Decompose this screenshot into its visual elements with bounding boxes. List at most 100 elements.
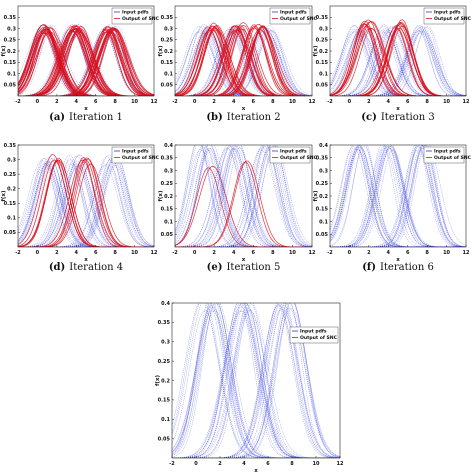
curve [330, 145, 466, 247]
curve [330, 149, 466, 247]
legend-entry: Output of SNC [280, 155, 318, 161]
curve [330, 145, 466, 247]
y-tick-label: 0.35 [316, 156, 329, 162]
curve [18, 28, 154, 96]
curve [172, 307, 340, 458]
curve [175, 146, 312, 247]
snc-output-series [18, 24, 154, 96]
caption-label: (e) [207, 262, 223, 273]
chart-panel-2: -2 0 2 4 6 8 10 12 0.05 0.1 0.15 0.2 0.25 0.3 0.35 x f(x… [158, 5, 318, 123]
x-tick-label: 10 [313, 461, 320, 467]
x-tick-label: 4 [232, 250, 236, 256]
x-axis-label: x [396, 257, 400, 263]
x-tick-label: -2 [327, 250, 333, 256]
curve [172, 303, 340, 458]
x-tick-label: 6 [252, 250, 256, 256]
y-axis-label: f(x) [313, 190, 319, 201]
plot-area [18, 154, 154, 247]
curve [172, 304, 340, 458]
curve [172, 303, 340, 458]
curve [18, 160, 154, 247]
curve [330, 145, 466, 247]
caption-text: Iteration 5 [226, 262, 280, 273]
curve [18, 154, 154, 247]
curve [330, 148, 466, 247]
curve [18, 159, 154, 247]
curve [175, 26, 312, 96]
curve [18, 27, 154, 96]
curve [175, 145, 312, 247]
y-tick-label: 0.15 [161, 60, 174, 66]
curve [175, 148, 312, 247]
curve [330, 32, 466, 96]
caption-text: Iteration 3 [381, 112, 435, 123]
y-axis-label: f(x) [155, 375, 161, 386]
curve [175, 145, 312, 247]
chart-panel-1: -2 0 2 4 6 8 10 12 0.05 0.1 0.15 0.2 0.25 0.3 0.35 x f(x… [1, 5, 160, 123]
y-tick-label: 0.1 [319, 219, 328, 225]
y-tick-label: 0.35 [4, 15, 17, 21]
curve [175, 24, 312, 96]
legend-entry: Output of SNC [434, 16, 472, 22]
y-tick-label: 0.2 [164, 194, 173, 200]
snc-output-series [175, 160, 312, 247]
y-tick-label: 0.35 [161, 156, 174, 162]
curve [175, 146, 312, 247]
x-tick-label: 0 [348, 99, 352, 105]
curve [330, 145, 466, 247]
curve [18, 158, 154, 247]
y-tick-label: 0.3 [161, 340, 170, 346]
legend-entry: Input pdfs [280, 10, 307, 16]
y-tick-label: 0.05 [316, 83, 329, 89]
curve [18, 159, 154, 247]
y-tick-label: 0.4 [161, 301, 170, 307]
curve [18, 154, 154, 247]
curve [18, 159, 154, 247]
curve [330, 32, 466, 96]
curve [172, 303, 340, 458]
y-tick-label: 0.1 [164, 71, 173, 77]
curve [18, 24, 154, 96]
curve [172, 305, 340, 458]
curve [175, 27, 312, 96]
caption-label: (b) [206, 112, 222, 123]
axes-frame [17, 144, 155, 248]
curve [172, 303, 340, 458]
curve [330, 29, 466, 96]
curve [18, 162, 154, 247]
x-tick-label: 6 [252, 99, 256, 105]
input-pdfs-series [172, 303, 340, 458]
y-axis-label: f(x) [1, 190, 7, 201]
curve [172, 303, 340, 458]
curve [175, 27, 312, 96]
curve [175, 24, 312, 96]
y-tick-label: 0.3 [164, 168, 173, 174]
y-tick-label: 0.15 [158, 398, 171, 404]
curve [18, 158, 154, 247]
legend-entry: Input pdfs [122, 10, 149, 16]
curve [175, 30, 312, 96]
curve [330, 20, 466, 96]
caption-label: (d) [49, 262, 65, 273]
x-tick-label: 0 [348, 250, 352, 256]
chart-panel-3: -2 0 2 4 6 8 10 12 0.05 0.1 0.15 0.2 0.25 0.3 0.35 x f(x… [313, 5, 472, 123]
legend-entry: Input pdfs [300, 329, 327, 335]
x-tick-label: 12 [463, 99, 470, 105]
curve [330, 28, 466, 96]
curve [172, 304, 340, 458]
x-tick-label: 8 [113, 250, 117, 256]
y-tick-label: 0.1 [164, 219, 173, 225]
y-tick-label: 0.15 [4, 60, 17, 66]
curve [175, 25, 312, 96]
curve [172, 303, 340, 458]
curve [330, 145, 466, 247]
curve [172, 303, 340, 458]
x-axis-label: x [242, 257, 246, 263]
x-tick-label: 8 [425, 250, 429, 256]
curve [172, 303, 340, 458]
curve [175, 148, 312, 247]
curve [172, 303, 340, 458]
